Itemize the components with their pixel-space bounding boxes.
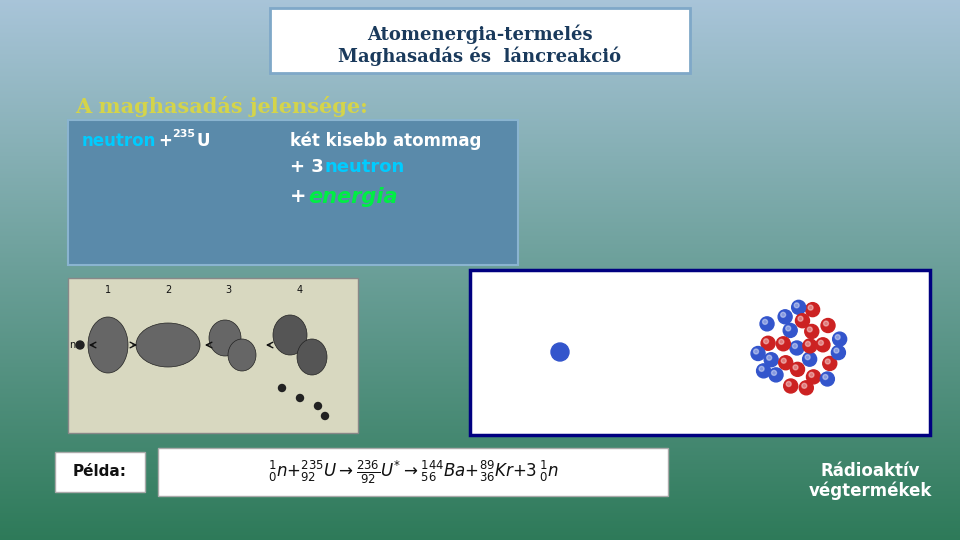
Text: +: + <box>290 187 313 206</box>
Circle shape <box>754 349 758 354</box>
Text: +: + <box>158 132 172 150</box>
Circle shape <box>826 359 830 364</box>
Text: végtermékek: végtermékek <box>808 482 932 501</box>
Circle shape <box>551 343 569 361</box>
Circle shape <box>790 341 804 355</box>
Circle shape <box>786 381 791 387</box>
Circle shape <box>819 340 824 345</box>
Ellipse shape <box>297 339 327 375</box>
Text: + 3: + 3 <box>290 158 330 176</box>
Circle shape <box>793 365 798 370</box>
Circle shape <box>763 339 769 344</box>
Text: n: n <box>69 340 75 350</box>
Text: Rádioaktív: Rádioaktív <box>820 462 920 480</box>
Circle shape <box>767 355 772 360</box>
FancyBboxPatch shape <box>270 8 690 73</box>
Circle shape <box>751 347 765 361</box>
Circle shape <box>805 302 820 316</box>
Circle shape <box>800 381 813 395</box>
Circle shape <box>779 339 784 345</box>
Circle shape <box>805 341 810 346</box>
FancyBboxPatch shape <box>55 452 145 492</box>
Circle shape <box>834 348 839 353</box>
Circle shape <box>315 402 322 409</box>
Circle shape <box>794 303 799 308</box>
Circle shape <box>808 305 813 310</box>
Circle shape <box>762 319 768 325</box>
Circle shape <box>809 373 814 377</box>
Circle shape <box>802 383 806 388</box>
Circle shape <box>779 356 793 370</box>
Ellipse shape <box>228 339 256 371</box>
Circle shape <box>783 323 797 338</box>
Text: 235: 235 <box>172 129 195 139</box>
Text: A maghasadás jelensége:: A maghasadás jelensége: <box>75 96 368 117</box>
Circle shape <box>823 356 837 370</box>
Circle shape <box>780 312 785 318</box>
Circle shape <box>777 337 790 351</box>
Circle shape <box>772 370 777 375</box>
Circle shape <box>790 362 804 376</box>
Text: 3: 3 <box>225 285 231 295</box>
Circle shape <box>807 327 812 332</box>
Circle shape <box>785 326 791 331</box>
Text: $^1_0n{+}^{235}_{92}U \rightarrow \frac{236}{92}U^{*}\rightarrow ^{144}_{56}Ba{+: $^1_0n{+}^{235}_{92}U \rightarrow \frac{… <box>268 458 559 485</box>
Circle shape <box>297 395 303 402</box>
Ellipse shape <box>273 315 307 355</box>
Ellipse shape <box>88 317 128 373</box>
FancyBboxPatch shape <box>68 278 358 433</box>
Circle shape <box>792 300 805 314</box>
Circle shape <box>769 368 783 382</box>
Circle shape <box>798 316 803 321</box>
Circle shape <box>322 413 328 420</box>
Circle shape <box>278 384 285 391</box>
Text: U: U <box>196 132 209 150</box>
Circle shape <box>805 355 810 360</box>
Text: Maghasadás és  láncreakció: Maghasadás és láncreakció <box>339 46 621 65</box>
Text: Atomenergia-termelés: Atomenergia-termelés <box>367 24 593 44</box>
Circle shape <box>803 352 817 366</box>
Circle shape <box>803 339 817 353</box>
Circle shape <box>824 321 828 326</box>
Text: 1: 1 <box>105 285 111 295</box>
Text: 2: 2 <box>165 285 171 295</box>
Circle shape <box>821 319 835 333</box>
Circle shape <box>796 314 809 328</box>
Circle shape <box>792 343 798 348</box>
Circle shape <box>804 325 819 339</box>
Circle shape <box>781 358 786 363</box>
Ellipse shape <box>136 323 200 367</box>
Circle shape <box>821 372 834 386</box>
Circle shape <box>760 317 774 331</box>
Circle shape <box>783 379 798 393</box>
Circle shape <box>756 364 771 378</box>
Text: két kisebb atommag: két kisebb atommag <box>290 132 481 151</box>
Circle shape <box>779 310 792 324</box>
Circle shape <box>806 370 821 384</box>
FancyBboxPatch shape <box>158 448 668 496</box>
Circle shape <box>823 374 828 380</box>
Text: energia: energia <box>308 187 397 207</box>
Circle shape <box>831 346 846 360</box>
Circle shape <box>832 332 847 346</box>
Text: 4: 4 <box>297 285 303 295</box>
Circle shape <box>76 341 84 349</box>
FancyBboxPatch shape <box>470 270 930 435</box>
Circle shape <box>759 366 764 372</box>
Text: neutron: neutron <box>325 158 405 176</box>
Circle shape <box>761 336 775 350</box>
Circle shape <box>816 338 830 352</box>
Text: Példa:: Példa: <box>73 464 127 480</box>
Circle shape <box>764 353 779 367</box>
Text: neutron: neutron <box>82 132 156 150</box>
Circle shape <box>835 335 840 340</box>
Ellipse shape <box>209 320 241 356</box>
FancyBboxPatch shape <box>68 120 518 265</box>
